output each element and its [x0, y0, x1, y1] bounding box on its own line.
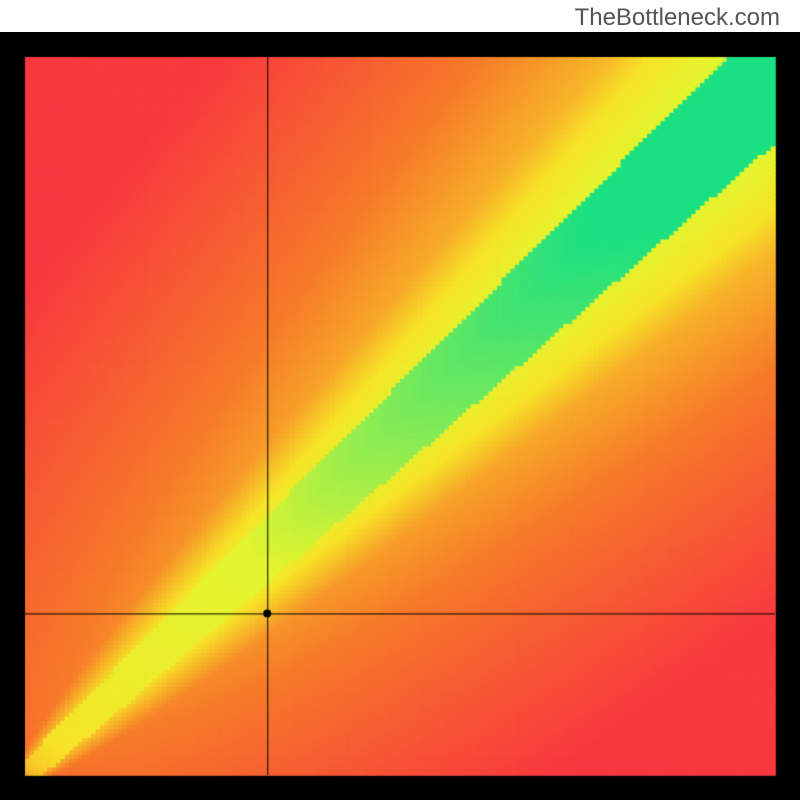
bottleneck-heatmap [0, 32, 800, 800]
chart-container: TheBottleneck.com [0, 0, 800, 800]
attribution-text: TheBottleneck.com [575, 4, 780, 32]
